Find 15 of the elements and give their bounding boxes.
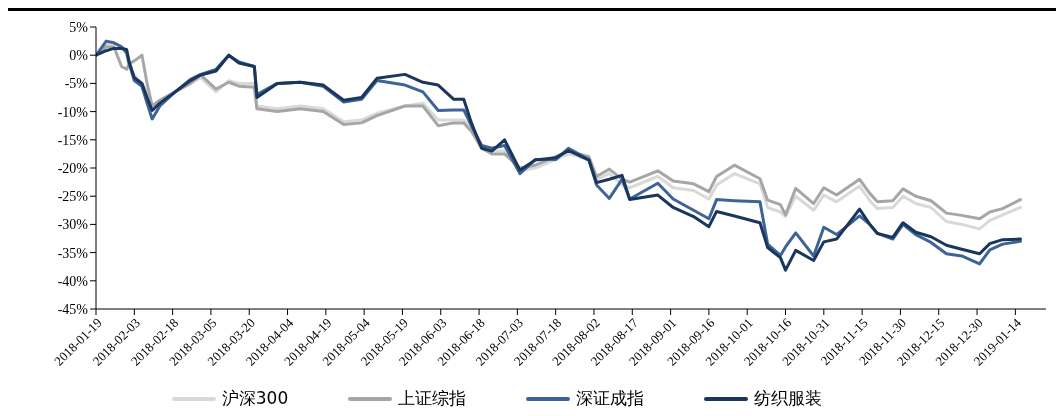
legend-label: 纺织服装 xyxy=(754,387,823,410)
legend-label: 深证成指 xyxy=(576,387,645,410)
y-tick-label: -15% xyxy=(57,132,89,148)
y-tick-label: 5% xyxy=(69,19,89,35)
y-tick-label: -45% xyxy=(57,301,89,317)
legend-label: 上证综指 xyxy=(398,387,467,410)
y-tick-label: -40% xyxy=(57,273,89,289)
y-tick-label: -5% xyxy=(64,76,89,92)
y-tick-label: -25% xyxy=(57,189,89,205)
y-tick-label: -35% xyxy=(57,245,89,261)
y-tick-label: -20% xyxy=(57,160,89,176)
y-tick-label: 0% xyxy=(69,48,89,64)
legend-label: 沪深300 xyxy=(221,387,289,410)
y-tick-label: -30% xyxy=(57,217,89,233)
y-tick-label: -10% xyxy=(57,104,89,120)
